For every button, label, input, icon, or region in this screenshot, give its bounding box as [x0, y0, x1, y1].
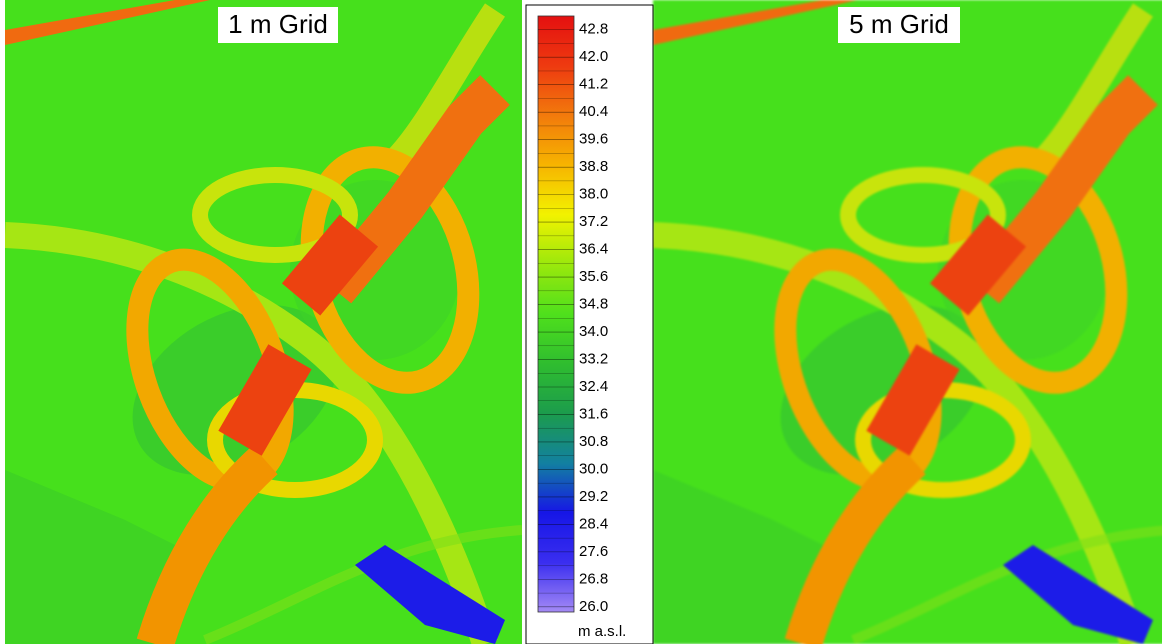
tick-label: 42.0: [579, 48, 608, 65]
tick-label: 28.4: [579, 515, 608, 532]
tick-label: 30.0: [579, 460, 608, 477]
figure: 1 m Grid 5 m Grid 42.8 42.0 41.2 40.4 39.6 38…: [0, 0, 1162, 644]
tick-label: 42.8: [579, 21, 608, 38]
tick-label: 33.2: [579, 350, 608, 367]
panel-title: 1 m Grid: [228, 9, 328, 39]
tick-label: 41.2: [579, 76, 608, 93]
tick-label: 35.6: [579, 268, 608, 285]
tick-label: 26.8: [579, 570, 608, 587]
tick-label: 39.6: [579, 131, 608, 148]
tick-label: 36.4: [579, 241, 608, 258]
panel-title: 5 m Grid: [849, 9, 949, 39]
tick-label: 34.0: [579, 323, 608, 340]
tick-label: 27.6: [579, 543, 608, 560]
colorbar-unit: m a.s.l.: [578, 623, 626, 640]
tick-label: 31.6: [579, 405, 608, 422]
tick-label: 38.8: [579, 158, 608, 175]
tick-label: 32.4: [579, 378, 608, 395]
tick-label: 38.0: [579, 186, 608, 203]
tick-label: 26.0: [579, 598, 608, 615]
colorbar-ramp: [538, 16, 574, 612]
tick-label: 37.2: [579, 213, 608, 230]
map-5m: [653, 0, 1162, 644]
tick-label: 34.8: [579, 296, 608, 313]
tick-label: 30.8: [579, 433, 608, 450]
tick-label: 40.4: [579, 103, 608, 120]
map-1m: [5, 0, 522, 644]
tick-label: 29.2: [579, 488, 608, 505]
